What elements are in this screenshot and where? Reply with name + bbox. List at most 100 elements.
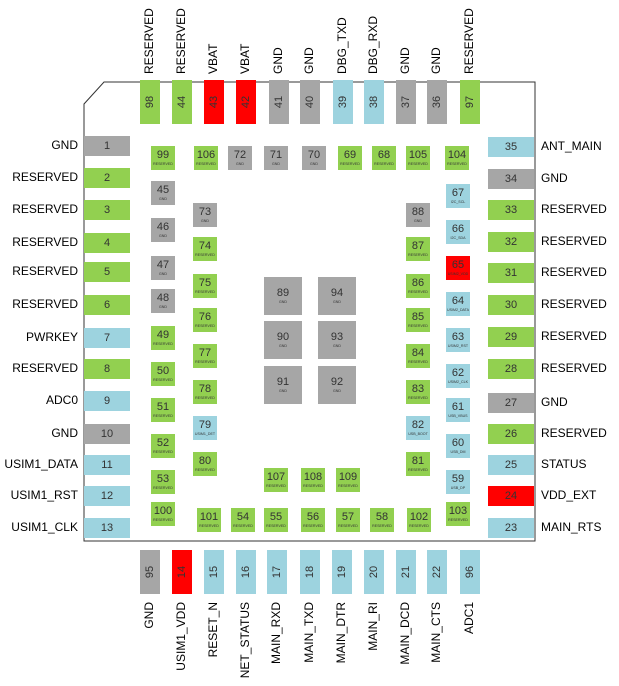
pad-number: 109 bbox=[339, 471, 357, 483]
pin-number: 22 bbox=[431, 566, 443, 578]
pad-label: GND bbox=[310, 162, 318, 166]
pin-label: RESERVED bbox=[541, 265, 607, 279]
pad-number: 59 bbox=[452, 473, 464, 485]
pad-number: 64 bbox=[452, 295, 464, 307]
pin-number: 15 bbox=[208, 566, 220, 578]
pad-label: RESERVED bbox=[266, 524, 286, 528]
pad-label: RESERVED bbox=[153, 486, 173, 490]
pin-number: 41 bbox=[273, 96, 285, 108]
pad bbox=[336, 508, 360, 532]
pin-number: 18 bbox=[304, 566, 316, 578]
pad-label: RESERVED bbox=[266, 484, 286, 488]
pad-number: 99 bbox=[157, 149, 169, 161]
pin bbox=[488, 295, 534, 315]
pin bbox=[364, 80, 384, 124]
pad-label: GND bbox=[279, 300, 287, 304]
pin-label: VDD_EXT bbox=[541, 488, 597, 502]
pin bbox=[364, 550, 384, 594]
pin bbox=[396, 550, 416, 594]
pad-label: RESERVED bbox=[199, 524, 219, 528]
pad-number: 86 bbox=[412, 277, 424, 289]
pad-label: GND bbox=[333, 389, 341, 393]
pad-label: RESERVED bbox=[195, 290, 215, 294]
pin-label: VBAT bbox=[238, 43, 252, 74]
pin-label: VBAT bbox=[206, 43, 220, 74]
pad-label: GND bbox=[279, 344, 287, 348]
pad-number: 63 bbox=[452, 331, 464, 343]
pad-label: GND bbox=[159, 305, 167, 309]
pad-label: RESERVED bbox=[409, 524, 429, 528]
pin bbox=[488, 263, 534, 283]
pad bbox=[151, 146, 175, 170]
pin-number: 98 bbox=[144, 96, 156, 108]
pin bbox=[236, 550, 256, 594]
pad bbox=[151, 289, 175, 313]
pin-number: 24 bbox=[505, 490, 517, 502]
pad-number: 58 bbox=[376, 511, 388, 523]
pad-number: 105 bbox=[409, 149, 427, 161]
pad-number: 76 bbox=[199, 311, 211, 323]
pad bbox=[446, 364, 470, 388]
pin bbox=[84, 262, 130, 282]
pad bbox=[302, 146, 326, 170]
pad-label: RESERVED bbox=[153, 378, 173, 382]
pin bbox=[140, 80, 160, 124]
pin bbox=[84, 359, 130, 379]
pin-number: 19 bbox=[336, 566, 348, 578]
pad-label: GND bbox=[414, 219, 422, 223]
pin-label: GND bbox=[541, 171, 568, 185]
pin-label: MAIN_DTR bbox=[334, 602, 348, 664]
pin-label: GND bbox=[429, 47, 443, 74]
pin bbox=[84, 391, 130, 411]
pad-label: RESERVED bbox=[340, 162, 360, 166]
pin bbox=[332, 550, 352, 594]
pin bbox=[84, 168, 130, 188]
pin bbox=[300, 550, 320, 594]
pad-number: 71 bbox=[270, 149, 282, 161]
pin-label: GND bbox=[51, 138, 78, 152]
pad bbox=[231, 508, 255, 532]
pin-number: 20 bbox=[368, 566, 380, 578]
pin-number: 21 bbox=[400, 566, 412, 578]
pad-label: GND bbox=[159, 272, 167, 276]
pin-label: RESERVED bbox=[174, 8, 188, 74]
pad-label: GND bbox=[236, 162, 244, 166]
pad-number: 77 bbox=[199, 347, 211, 359]
pad-number: 102 bbox=[410, 511, 428, 523]
pad-label: RESERVED bbox=[408, 162, 428, 166]
pad bbox=[151, 434, 175, 458]
pin-label: MAIN_RXD bbox=[269, 602, 283, 664]
pad-number: 93 bbox=[331, 331, 343, 343]
pad-label: USIM1_DET bbox=[195, 432, 216, 436]
pad-label: RESERVED bbox=[408, 290, 428, 294]
pin-label: RESERVED bbox=[541, 297, 607, 311]
pin bbox=[488, 327, 534, 347]
pad-label: RESERVED bbox=[153, 162, 173, 166]
pad-number: 88 bbox=[412, 206, 424, 218]
pin-number: 8 bbox=[104, 363, 110, 375]
pad bbox=[406, 416, 430, 440]
pad-number: 69 bbox=[344, 149, 356, 161]
pin bbox=[333, 80, 353, 124]
pad-number: 79 bbox=[199, 419, 211, 431]
pin-label: MAIN_TXD bbox=[302, 602, 316, 663]
pin-label: MAIN_CTS bbox=[429, 602, 443, 663]
pad bbox=[318, 277, 356, 315]
pin bbox=[488, 232, 534, 252]
pin-number: 27 bbox=[505, 397, 517, 409]
pad-number: 92 bbox=[331, 376, 343, 388]
pin-number: 11 bbox=[101, 459, 112, 471]
pin-number: 31 bbox=[505, 267, 517, 279]
pad-label: RESERVED bbox=[153, 450, 173, 454]
pad-number: 81 bbox=[412, 455, 424, 467]
pad-number: 72 bbox=[234, 149, 246, 161]
pad-number: 57 bbox=[342, 511, 354, 523]
pin-label: DBG_TXD bbox=[335, 17, 349, 74]
pin-label: ADC0 bbox=[46, 393, 78, 407]
pin-number: 9 bbox=[104, 395, 110, 407]
pin-number: 97 bbox=[464, 96, 476, 108]
pad-number: 94 bbox=[331, 287, 343, 299]
pad-label: USIM2_DATA bbox=[447, 308, 470, 312]
pad-number: 74 bbox=[199, 240, 211, 252]
pad bbox=[318, 366, 356, 404]
